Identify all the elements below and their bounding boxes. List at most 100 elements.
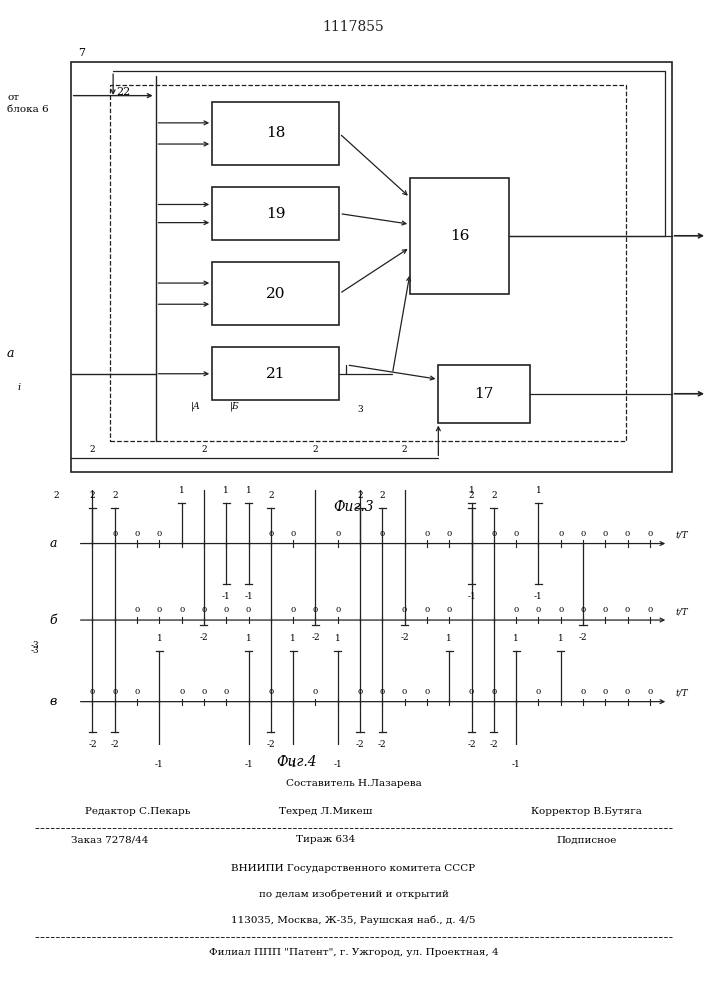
Text: 0: 0 (648, 688, 653, 696)
Text: -2: -2 (88, 740, 97, 749)
Text: 0: 0 (335, 530, 340, 538)
Text: 0: 0 (424, 688, 430, 696)
Text: 113035, Москва, Ж-35, Раушская наб., д. 4/5: 113035, Москва, Ж-35, Раушская наб., д. … (231, 915, 476, 925)
Text: 0: 0 (424, 530, 430, 538)
Text: 0: 0 (246, 606, 251, 614)
Text: 0: 0 (625, 606, 630, 614)
Text: 0: 0 (179, 606, 185, 614)
Text: 1117855: 1117855 (322, 20, 385, 34)
Text: 0: 0 (268, 688, 274, 696)
Text: -1: -1 (244, 760, 253, 769)
Text: 0: 0 (402, 606, 407, 614)
Text: 0: 0 (580, 530, 585, 538)
Text: 1: 1 (245, 634, 252, 643)
Text: 0: 0 (223, 606, 229, 614)
Text: 0: 0 (513, 606, 519, 614)
Text: 1: 1 (535, 486, 542, 495)
Text: б: б (49, 614, 57, 627)
Text: 1: 1 (513, 634, 519, 643)
Text: 1: 1 (245, 486, 252, 495)
Text: -1: -1 (155, 760, 164, 769)
Text: 0: 0 (201, 688, 206, 696)
Bar (71, 62, 672, 472)
Text: 0: 0 (558, 530, 563, 538)
Text: |Б: |Б (230, 401, 240, 411)
Text: -2: -2 (267, 740, 275, 749)
Text: -2: -2 (311, 633, 320, 642)
Bar (410, 178, 509, 294)
Text: 1: 1 (558, 634, 563, 643)
Text: -2: -2 (356, 740, 364, 749)
Text: 2: 2 (90, 445, 95, 454)
Text: ВНИИПИ Государственного комитета СССР: ВНИИПИ Государственного комитета СССР (231, 864, 476, 873)
Text: |А: |А (190, 401, 200, 411)
Text: 0: 0 (358, 688, 363, 696)
Text: 0: 0 (491, 530, 496, 538)
Text: Техред Л.Микеш: Техред Л.Микеш (279, 807, 372, 816)
Text: от
блока 6: от блока 6 (7, 93, 49, 113)
Text: 0: 0 (112, 688, 117, 696)
Text: a: a (7, 347, 15, 360)
Text: 21: 21 (266, 367, 286, 381)
Text: 2: 2 (112, 491, 117, 500)
Text: 0: 0 (513, 530, 519, 538)
Text: 1: 1 (469, 486, 474, 495)
Text: -2: -2 (199, 633, 209, 642)
Text: 0: 0 (291, 530, 296, 538)
Text: 0: 0 (469, 688, 474, 696)
Text: 0: 0 (447, 530, 452, 538)
Text: -1: -1 (334, 760, 342, 769)
Text: 0: 0 (602, 530, 608, 538)
Text: 0: 0 (112, 530, 117, 538)
Text: 0: 0 (201, 606, 206, 614)
Text: 1: 1 (156, 634, 162, 643)
Text: Филиал ППП "Патент", г. Ужгород, ул. Проектная, 4: Филиал ППП "Патент", г. Ужгород, ул. Про… (209, 948, 498, 957)
Text: 0: 0 (602, 688, 608, 696)
Text: 0: 0 (380, 688, 385, 696)
Text: 2: 2 (312, 445, 318, 454)
Text: 20: 20 (266, 287, 286, 301)
Bar (212, 102, 339, 165)
Text: -2: -2 (110, 740, 119, 749)
Text: 1: 1 (179, 486, 185, 495)
Bar (212, 187, 339, 240)
Text: 0: 0 (602, 606, 608, 614)
Text: -1: -1 (534, 592, 543, 601)
Text: по делам изобретений и открытий: по делам изобретений и открытий (259, 890, 448, 899)
Text: -3: -3 (31, 641, 40, 650)
Text: 0: 0 (648, 530, 653, 538)
Text: 2: 2 (54, 491, 59, 500)
Text: 0: 0 (90, 688, 95, 696)
Text: 1: 1 (335, 634, 341, 643)
Text: 0: 0 (424, 606, 430, 614)
Text: 2: 2 (201, 445, 206, 454)
Text: 16: 16 (450, 229, 469, 243)
Text: в: в (49, 695, 57, 708)
Text: 2: 2 (357, 491, 363, 500)
Text: а: а (49, 537, 57, 550)
Text: 0: 0 (134, 606, 140, 614)
Text: -2: -2 (378, 740, 387, 749)
Text: -1: -1 (467, 592, 476, 601)
Text: 0: 0 (157, 606, 162, 614)
Text: 0: 0 (491, 688, 496, 696)
Text: -2: -2 (579, 633, 588, 642)
Text: Редактор С.Пекарь: Редактор С.Пекарь (85, 807, 190, 816)
Text: Корректор В.Бутяга: Корректор В.Бутяга (532, 807, 642, 816)
Text: 0: 0 (335, 606, 340, 614)
Text: Заказ 7278/44: Заказ 7278/44 (71, 836, 148, 844)
Text: 0: 0 (580, 606, 585, 614)
Text: 2: 2 (491, 491, 496, 500)
Text: 0: 0 (536, 688, 541, 696)
Text: -1: -1 (288, 760, 298, 769)
Text: 0: 0 (268, 530, 274, 538)
Text: 22: 22 (117, 87, 131, 97)
Text: 2: 2 (90, 491, 95, 500)
Text: 2: 2 (380, 491, 385, 500)
Bar (438, 365, 530, 423)
Text: -3: -3 (31, 646, 40, 655)
Text: 7: 7 (78, 48, 85, 58)
Text: i: i (18, 383, 21, 392)
Text: 2: 2 (268, 491, 274, 500)
Text: 0: 0 (380, 530, 385, 538)
